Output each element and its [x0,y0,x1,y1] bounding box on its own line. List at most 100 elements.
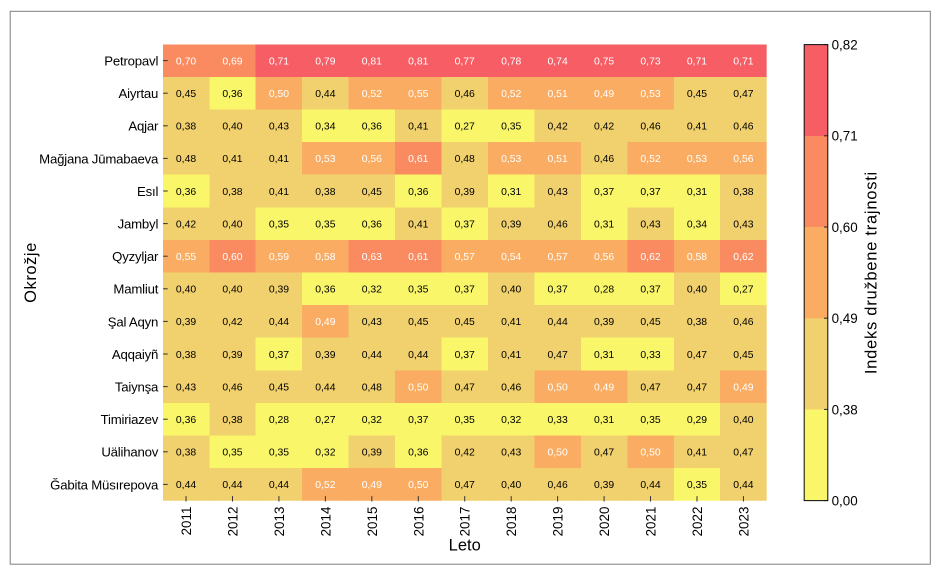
svg-text:0,41: 0,41 [501,350,521,361]
svg-text:0,32: 0,32 [315,448,335,459]
svg-text:0,37: 0,37 [408,415,428,426]
svg-text:0,69: 0,69 [222,56,242,67]
svg-text:2022: 2022 [690,507,705,537]
svg-text:0,39: 0,39 [455,187,475,198]
svg-text:Ğabita Müsırepova: Ğabita Müsırepova [50,477,159,492]
svg-text:0,37: 0,37 [594,187,614,198]
svg-text:Taiynşa: Taiynşa [115,380,159,395]
svg-text:0,33: 0,33 [548,415,568,426]
svg-text:2017: 2017 [458,507,473,537]
svg-text:0,53: 0,53 [687,154,707,165]
svg-text:0,43: 0,43 [176,382,196,393]
svg-text:0,50: 0,50 [640,448,660,459]
svg-text:0,79: 0,79 [315,56,335,67]
svg-text:Indeks družbene trajnosti: Indeks družbene trajnosti [863,171,881,374]
svg-text:0,38: 0,38 [832,402,858,417]
svg-text:0,32: 0,32 [362,415,382,426]
svg-text:0,31: 0,31 [594,350,614,361]
svg-text:0,35: 0,35 [501,122,521,133]
svg-text:0,49: 0,49 [362,480,382,491]
svg-text:0,45: 0,45 [733,350,753,361]
svg-text:0,45: 0,45 [269,382,289,393]
svg-text:Mağjana Jūmabaeva: Mağjana Jūmabaeva [39,151,159,166]
svg-text:2019: 2019 [551,507,566,537]
svg-text:0,55: 0,55 [176,252,196,263]
svg-text:0,70: 0,70 [176,56,196,67]
svg-text:0,48: 0,48 [176,154,196,165]
svg-text:0,47: 0,47 [594,448,614,459]
svg-text:0,28: 0,28 [269,415,289,426]
svg-text:0,41: 0,41 [408,219,428,230]
svg-text:0,39: 0,39 [269,285,289,296]
svg-text:0,39: 0,39 [362,448,382,459]
svg-text:0,38: 0,38 [176,448,196,459]
svg-text:0,44: 0,44 [362,350,382,361]
svg-text:0,40: 0,40 [733,415,753,426]
svg-text:0,52: 0,52 [362,89,382,100]
svg-text:2012: 2012 [225,507,240,537]
svg-text:0,39: 0,39 [594,480,614,491]
svg-text:2023: 2023 [736,507,751,537]
svg-text:0,41: 0,41 [687,448,707,459]
svg-text:2011: 2011 [179,507,194,536]
svg-text:0,35: 0,35 [269,219,289,230]
svg-text:0,50: 0,50 [408,480,428,491]
svg-text:0,39: 0,39 [594,317,614,328]
svg-text:0,45: 0,45 [362,187,382,198]
svg-text:0,53: 0,53 [315,154,335,165]
svg-text:0,37: 0,37 [455,219,475,230]
svg-text:0,39: 0,39 [176,317,196,328]
svg-text:0,51: 0,51 [548,154,568,165]
svg-text:0,40: 0,40 [222,285,242,296]
svg-text:0,43: 0,43 [269,122,289,133]
svg-text:0,56: 0,56 [594,252,614,263]
svg-text:0,36: 0,36 [176,187,196,198]
svg-text:2016: 2016 [411,507,426,537]
svg-text:0,49: 0,49 [315,317,335,328]
svg-text:0,31: 0,31 [501,187,521,198]
svg-text:0,43: 0,43 [548,187,568,198]
svg-text:2018: 2018 [504,507,519,537]
svg-text:0,27: 0,27 [733,285,753,296]
svg-text:0,41: 0,41 [222,154,242,165]
svg-text:0,45: 0,45 [455,317,475,328]
svg-text:0,47: 0,47 [455,480,475,491]
svg-text:0,36: 0,36 [362,122,382,133]
svg-text:0,63: 0,63 [362,252,382,263]
svg-text:0,27: 0,27 [455,122,475,133]
svg-text:Şal Aqyn: Şal Aqyn [108,314,158,329]
svg-text:0,46: 0,46 [733,122,753,133]
svg-text:0,34: 0,34 [687,219,707,230]
svg-text:0,36: 0,36 [222,89,242,100]
svg-text:2015: 2015 [365,507,380,537]
svg-text:0,58: 0,58 [315,252,335,263]
svg-text:0,42: 0,42 [222,317,242,328]
svg-text:0,44: 0,44 [315,382,335,393]
svg-text:0,57: 0,57 [548,252,568,263]
svg-text:0,50: 0,50 [548,382,568,393]
svg-text:0,32: 0,32 [362,285,382,296]
svg-text:0,47: 0,47 [640,382,660,393]
svg-text:0,47: 0,47 [687,382,707,393]
svg-text:Jambyl: Jambyl [118,217,159,232]
svg-text:0,35: 0,35 [640,415,660,426]
svg-text:0,42: 0,42 [594,122,614,133]
svg-text:0,77: 0,77 [455,56,475,67]
svg-text:2021: 2021 [644,507,659,537]
svg-text:Qyzyljar: Qyzyljar [112,249,159,264]
svg-text:0,41: 0,41 [269,187,289,198]
svg-text:Okrožje: Okrožje [22,242,40,303]
svg-text:0,36: 0,36 [408,187,428,198]
svg-text:0,37: 0,37 [548,285,568,296]
svg-text:0,49: 0,49 [594,382,614,393]
svg-text:0,62: 0,62 [640,252,660,263]
svg-text:0,31: 0,31 [594,219,614,230]
svg-text:Aqjar: Aqjar [128,119,159,134]
svg-text:0,48: 0,48 [362,382,382,393]
svg-text:0,38: 0,38 [176,122,196,133]
svg-text:0,55: 0,55 [408,89,428,100]
svg-text:0,44: 0,44 [176,480,196,491]
svg-text:0,56: 0,56 [733,154,753,165]
svg-text:0,41: 0,41 [501,317,521,328]
svg-text:0,38: 0,38 [222,187,242,198]
